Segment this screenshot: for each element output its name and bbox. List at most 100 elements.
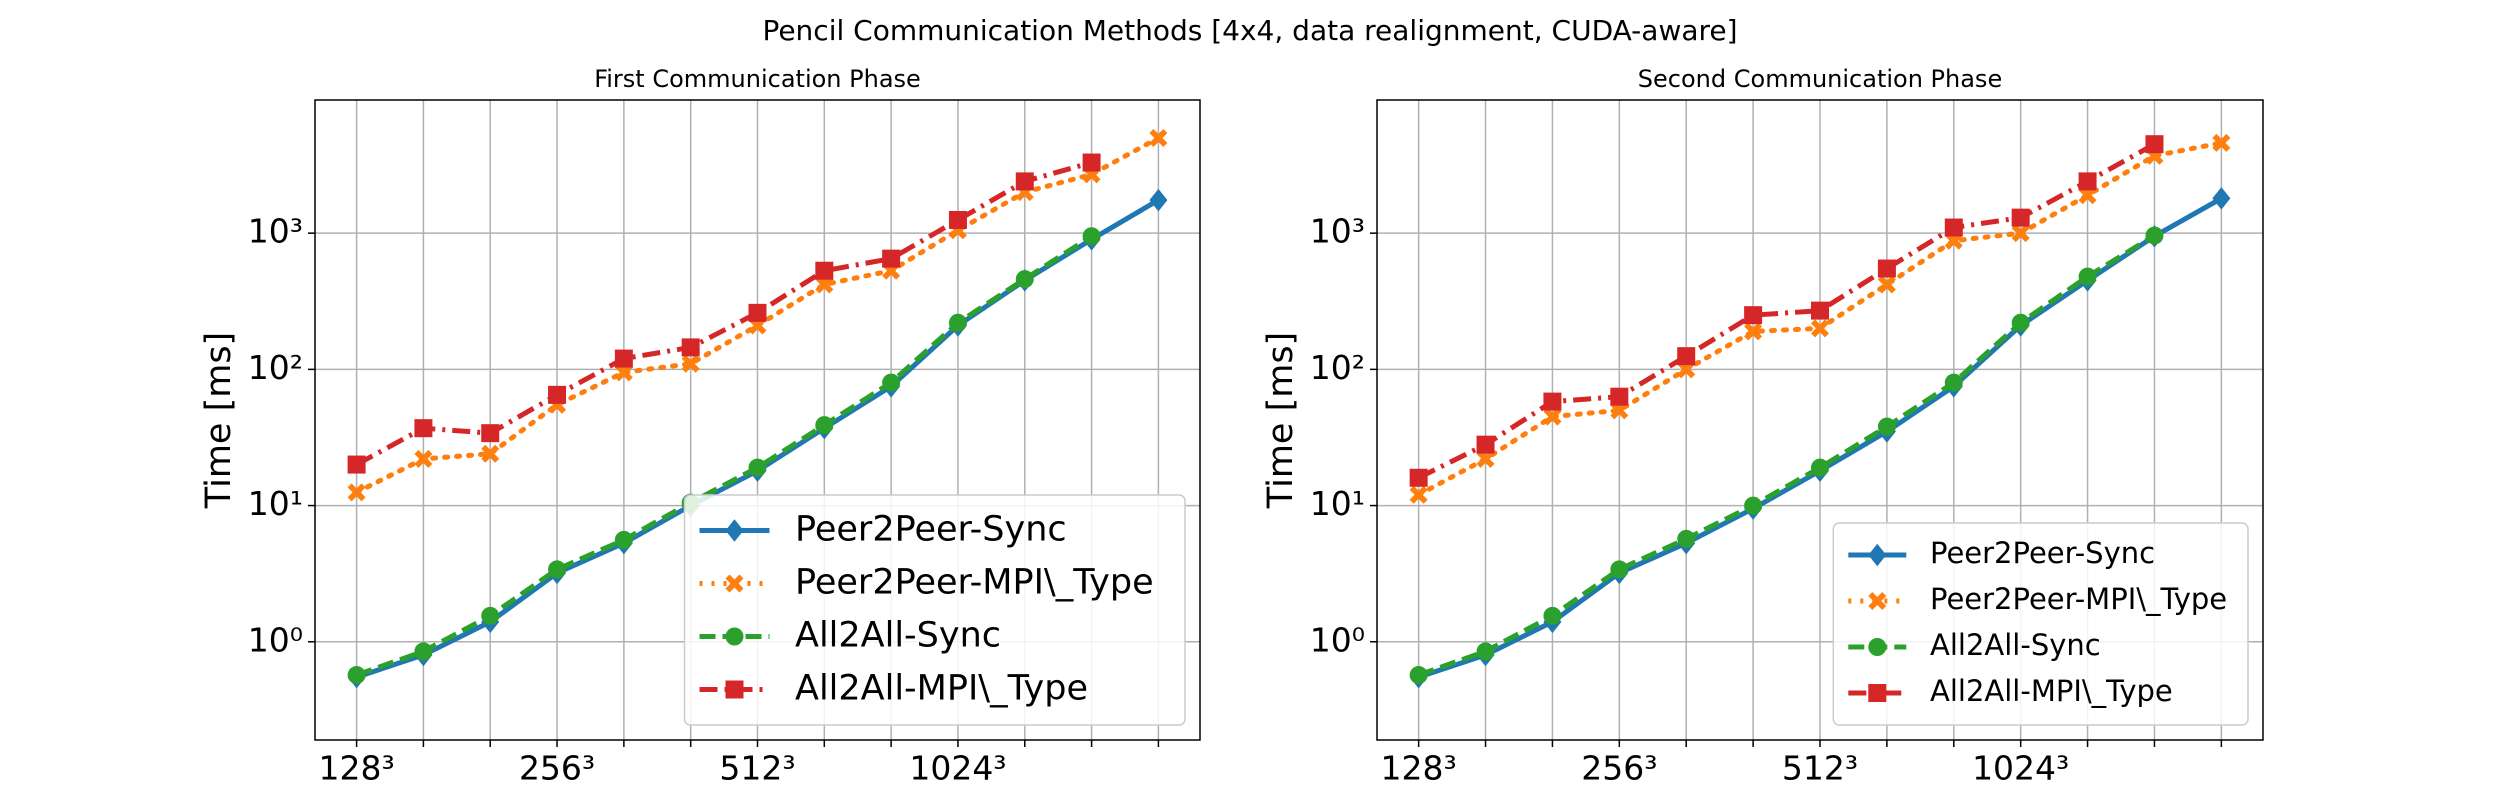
legend-box bbox=[1832, 522, 2249, 726]
marker bbox=[614, 363, 633, 382]
marker bbox=[1944, 373, 1963, 392]
marker bbox=[1543, 606, 1562, 625]
y-tick-label: 10³ bbox=[1310, 212, 1365, 251]
chart-title: First Communication Phase bbox=[594, 65, 921, 93]
marker bbox=[1610, 387, 1629, 406]
marker bbox=[347, 483, 366, 502]
marker bbox=[481, 444, 500, 463]
legend-label: All2All-MPI\_Type bbox=[1930, 674, 2173, 708]
marker bbox=[948, 313, 967, 332]
marker bbox=[1610, 401, 1629, 420]
marker bbox=[481, 424, 500, 443]
marker bbox=[1476, 449, 1495, 468]
x-tick-label: 256³ bbox=[519, 749, 595, 788]
y-axis-label: Time [ms] bbox=[199, 332, 239, 509]
marker bbox=[1744, 496, 1763, 515]
marker bbox=[815, 275, 834, 294]
marker bbox=[1868, 684, 1887, 702]
marker bbox=[1610, 560, 1629, 579]
marker bbox=[2078, 267, 2097, 286]
series-line bbox=[355, 160, 1093, 467]
marker bbox=[815, 416, 834, 435]
y-tick-label: 10⁰ bbox=[248, 620, 303, 659]
plot-frame bbox=[1376, 99, 2264, 741]
plot-frame bbox=[314, 99, 1201, 741]
x-tick-label: 128³ bbox=[318, 749, 394, 788]
legend: Peer2Peer-Sync Peer2Peer-MPI\_Type All2All… bbox=[683, 494, 1186, 726]
marker bbox=[882, 249, 901, 268]
marker bbox=[548, 560, 567, 579]
marker bbox=[2011, 224, 2030, 243]
marker bbox=[1744, 306, 1763, 325]
marker bbox=[548, 385, 567, 404]
legend-label: All2All-Sync bbox=[1930, 628, 2101, 662]
legend-box bbox=[683, 494, 1186, 726]
legend-label: All2All-Sync bbox=[795, 616, 1001, 656]
marker bbox=[2145, 226, 2164, 245]
series bbox=[1409, 135, 2164, 487]
marker bbox=[614, 530, 633, 549]
marker bbox=[748, 303, 767, 322]
legend-label: Peer2Peer-Sync bbox=[795, 510, 1067, 550]
marker bbox=[1409, 485, 1428, 504]
marker bbox=[1543, 407, 1562, 426]
x-tick-label: 128³ bbox=[1381, 749, 1457, 788]
marker bbox=[1868, 592, 1887, 610]
chart-title: Second Communication Phase bbox=[1638, 65, 2002, 93]
y-tick-label: 10² bbox=[1310, 348, 1365, 387]
marker bbox=[725, 574, 744, 593]
marker bbox=[725, 519, 744, 542]
marker bbox=[347, 666, 366, 685]
marker bbox=[681, 354, 700, 373]
series bbox=[347, 153, 1101, 474]
marker bbox=[725, 680, 744, 699]
series bbox=[347, 227, 1101, 685]
marker bbox=[414, 642, 433, 661]
legend-label: Peer2Peer-MPI\_Type bbox=[1930, 582, 2227, 616]
marker bbox=[882, 373, 901, 392]
marker bbox=[481, 606, 500, 625]
marker bbox=[2212, 133, 2231, 152]
marker bbox=[1744, 322, 1763, 341]
y-tick-label: 10⁰ bbox=[1310, 620, 1365, 659]
marker bbox=[1811, 458, 1829, 477]
x-tick-label: 512³ bbox=[1782, 749, 1858, 788]
marker bbox=[1677, 529, 1696, 548]
marker bbox=[815, 261, 834, 280]
marker bbox=[2078, 172, 2097, 191]
marker bbox=[1015, 270, 1034, 289]
figure-title: Pencil Communication Methods [4x4, data … bbox=[762, 14, 1737, 47]
marker bbox=[1409, 666, 1428, 685]
marker bbox=[1944, 218, 1963, 237]
marker bbox=[1015, 172, 1034, 191]
series-line bbox=[355, 234, 1093, 678]
marker bbox=[414, 449, 433, 468]
marker bbox=[681, 338, 700, 357]
marker bbox=[614, 349, 633, 368]
marker bbox=[2078, 186, 2097, 205]
x-tick-label: 1024³ bbox=[1972, 749, 2069, 788]
marker bbox=[1543, 392, 1562, 411]
marker bbox=[1149, 128, 1168, 147]
marker bbox=[2212, 187, 2231, 210]
marker bbox=[2011, 313, 2030, 332]
marker bbox=[1677, 347, 1696, 366]
marker bbox=[1149, 188, 1168, 212]
marker bbox=[1082, 227, 1101, 246]
marker bbox=[1868, 638, 1887, 656]
y-axis-label: Time [ms] bbox=[1261, 332, 1301, 509]
legend: Peer2Peer-Sync Peer2Peer-MPI\_Type All2All… bbox=[1832, 522, 2249, 726]
y-tick-label: 10² bbox=[248, 348, 303, 387]
marker bbox=[1409, 468, 1428, 487]
marker bbox=[1877, 417, 1896, 436]
marker bbox=[1868, 543, 1887, 567]
marker bbox=[1476, 435, 1495, 454]
legend-label: All2All-MPI\_Type bbox=[795, 669, 1088, 709]
y-tick-label: 10¹ bbox=[248, 484, 303, 523]
marker bbox=[1811, 319, 1829, 338]
x-tick-label: 1024³ bbox=[909, 749, 1006, 788]
legend-label: Peer2Peer-Sync bbox=[1930, 536, 2155, 570]
marker bbox=[1476, 642, 1495, 661]
marker bbox=[748, 458, 767, 477]
